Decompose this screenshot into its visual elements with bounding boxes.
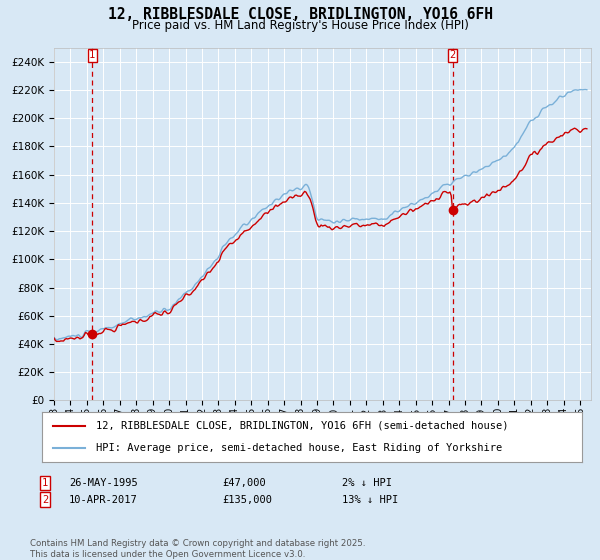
Text: £47,000: £47,000 <box>222 478 266 488</box>
Text: 2% ↓ HPI: 2% ↓ HPI <box>342 478 392 488</box>
Text: 26-MAY-1995: 26-MAY-1995 <box>69 478 138 488</box>
Text: 2: 2 <box>42 494 48 505</box>
Text: 12, RIBBLESDALE CLOSE, BRIDLINGTON, YO16 6FH: 12, RIBBLESDALE CLOSE, BRIDLINGTON, YO16… <box>107 7 493 22</box>
Text: 1: 1 <box>89 50 95 60</box>
Text: 2: 2 <box>449 50 456 60</box>
Text: 1: 1 <box>42 478 48 488</box>
Text: Price paid vs. HM Land Registry's House Price Index (HPI): Price paid vs. HM Land Registry's House … <box>131 19 469 32</box>
Text: 12, RIBBLESDALE CLOSE, BRIDLINGTON, YO16 6FH (semi-detached house): 12, RIBBLESDALE CLOSE, BRIDLINGTON, YO16… <box>96 421 509 431</box>
Text: Contains HM Land Registry data © Crown copyright and database right 2025.
This d: Contains HM Land Registry data © Crown c… <box>30 539 365 559</box>
Text: 10-APR-2017: 10-APR-2017 <box>69 494 138 505</box>
Text: HPI: Average price, semi-detached house, East Riding of Yorkshire: HPI: Average price, semi-detached house,… <box>96 443 502 453</box>
Text: £135,000: £135,000 <box>222 494 272 505</box>
Text: 13% ↓ HPI: 13% ↓ HPI <box>342 494 398 505</box>
